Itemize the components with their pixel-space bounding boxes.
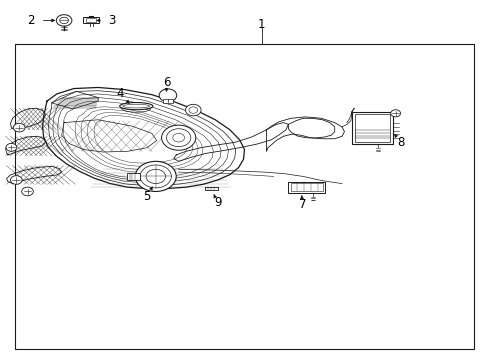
Bar <box>85 18 96 22</box>
Ellipse shape <box>120 103 153 110</box>
Circle shape <box>161 125 195 150</box>
Text: 4: 4 <box>116 87 123 100</box>
Circle shape <box>56 15 72 26</box>
Bar <box>354 114 389 141</box>
Circle shape <box>135 161 176 192</box>
Circle shape <box>13 123 25 132</box>
Circle shape <box>390 110 400 117</box>
Text: 6: 6 <box>163 76 170 89</box>
Bar <box>351 112 392 144</box>
Text: 1: 1 <box>257 18 265 31</box>
Text: 3: 3 <box>108 14 115 27</box>
Text: 7: 7 <box>299 198 306 211</box>
Text: 5: 5 <box>143 190 150 203</box>
FancyBboxPatch shape <box>83 17 99 23</box>
Circle shape <box>159 89 176 102</box>
Circle shape <box>21 187 33 196</box>
Text: 9: 9 <box>213 196 221 209</box>
Text: 2: 2 <box>27 14 35 27</box>
Circle shape <box>10 176 22 184</box>
Bar <box>127 173 140 180</box>
Text: 8: 8 <box>396 136 404 149</box>
Circle shape <box>185 104 201 116</box>
Bar <box>290 183 322 191</box>
Circle shape <box>6 143 17 151</box>
Bar <box>288 182 325 193</box>
Bar <box>15 44 473 348</box>
Bar <box>162 99 173 103</box>
